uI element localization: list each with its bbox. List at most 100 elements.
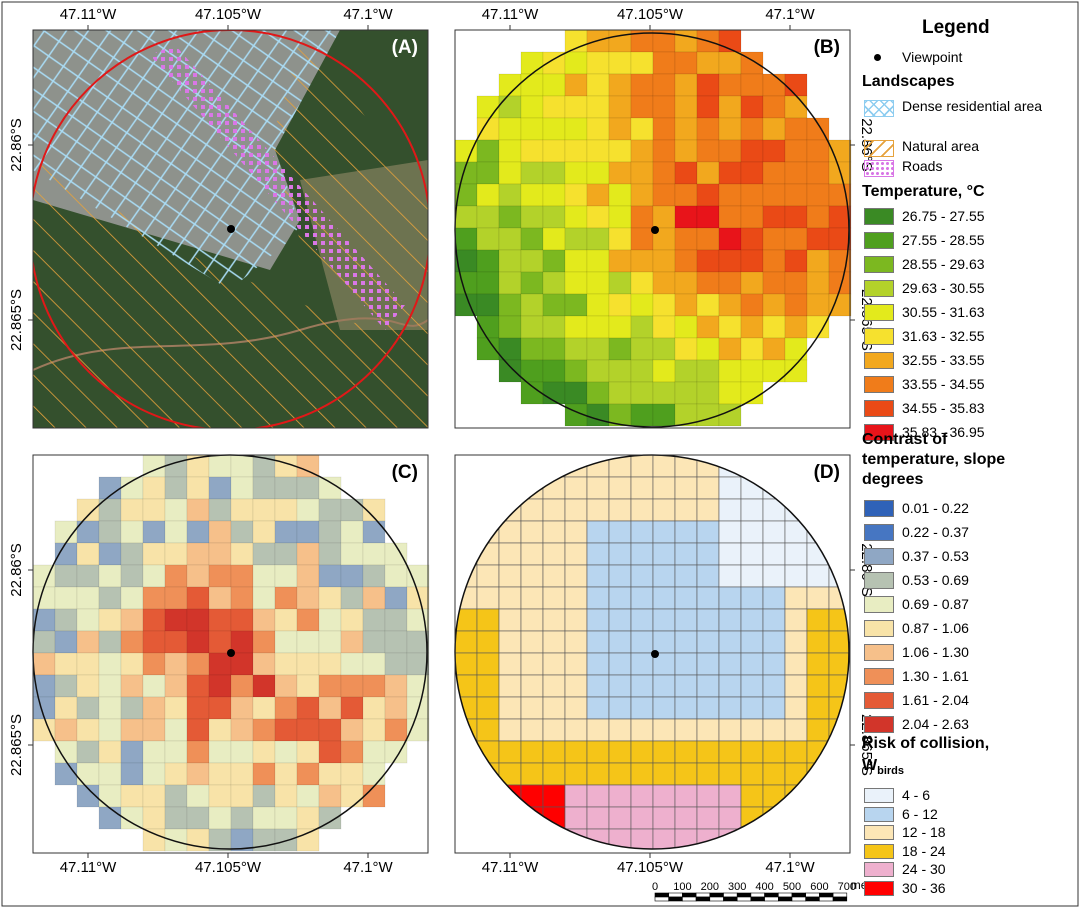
legend-label: 12 - 18 <box>902 824 946 841</box>
grid-cell <box>785 807 807 829</box>
grid-cell <box>785 477 807 499</box>
grid-cell <box>99 697 121 719</box>
grid-cell <box>785 565 807 587</box>
grid-cell <box>143 499 165 521</box>
scale-segment <box>792 897 806 901</box>
legend-label: 1.61 - 2.04 <box>902 692 969 709</box>
grid-cell <box>543 162 565 184</box>
grid-cell <box>631 565 653 587</box>
grid-cell <box>741 272 763 294</box>
grid-cell <box>807 653 829 675</box>
grid-cell <box>143 653 165 675</box>
grid-cell <box>385 631 407 653</box>
grid-cell <box>785 96 807 118</box>
grid-cell <box>55 741 77 763</box>
grid-cell <box>653 74 675 96</box>
grid-cell <box>785 521 807 543</box>
grid-cell <box>99 521 121 543</box>
grid-cell <box>565 631 587 653</box>
grid-cell <box>363 719 385 741</box>
grid-cell <box>565 360 587 382</box>
grid-cell <box>275 499 297 521</box>
viewpoint <box>651 650 659 658</box>
legend-label: Natural area <box>902 138 1074 155</box>
grid-cell <box>653 272 675 294</box>
grid-cell <box>785 162 807 184</box>
grid-cell <box>609 140 631 162</box>
grid-cell <box>99 763 121 785</box>
grid-cell <box>631 206 653 228</box>
scale-segment <box>737 893 751 897</box>
grid-cell <box>697 52 719 74</box>
grid-cell <box>741 250 763 272</box>
grid-cell <box>763 228 785 250</box>
grid-cell <box>99 543 121 565</box>
grid-cell <box>675 521 697 543</box>
grid-cell <box>143 829 165 851</box>
grid-cell <box>275 631 297 653</box>
scale-label: 0 <box>652 881 658 893</box>
grid-cell <box>209 785 231 807</box>
grid-cell <box>719 118 741 140</box>
grid-cell <box>763 455 785 477</box>
grid-cell <box>341 587 363 609</box>
grid-cell <box>253 697 275 719</box>
panel-label: (A) <box>392 37 418 58</box>
grid-cell <box>675 477 697 499</box>
grid-cell <box>187 697 209 719</box>
grid-cell <box>363 697 385 719</box>
grid-cell <box>99 719 121 741</box>
grid-cell <box>543 763 565 785</box>
grid-cell <box>363 565 385 587</box>
grid-cell <box>363 609 385 631</box>
grid-cell <box>719 316 741 338</box>
grid-cell <box>785 741 807 763</box>
grid-cell <box>55 631 77 653</box>
grid-cell <box>341 719 363 741</box>
grid-cell <box>55 609 77 631</box>
grid-cell <box>697 184 719 206</box>
grid-cell <box>275 565 297 587</box>
grid-cell <box>499 250 521 272</box>
grid-cell <box>275 829 297 851</box>
grid-cell <box>341 785 363 807</box>
grid-cell <box>231 763 253 785</box>
grid-cell <box>499 96 521 118</box>
grid-cell <box>653 697 675 719</box>
grid-cell <box>807 675 829 697</box>
grid-cell <box>697 316 719 338</box>
grid-cell <box>99 565 121 587</box>
grid-cell <box>653 382 675 404</box>
grid-cell <box>253 565 275 587</box>
grid-cell <box>543 631 565 653</box>
grid-cell <box>675 653 697 675</box>
grid-cell <box>477 228 499 250</box>
grid-cell <box>543 785 565 807</box>
grid-cell <box>231 609 253 631</box>
grid-cell <box>587 382 609 404</box>
grid-cell <box>697 829 719 851</box>
grid-cell <box>521 587 543 609</box>
grid-cell <box>807 140 829 162</box>
grid-cell <box>543 653 565 675</box>
scale-segment <box>669 897 683 901</box>
grid-cell <box>565 477 587 499</box>
grid-cell <box>565 74 587 96</box>
scale-segment <box>778 897 792 901</box>
grid-cell <box>631 807 653 829</box>
grid-cell <box>565 565 587 587</box>
grid-cell <box>741 719 763 741</box>
grid-cell <box>121 543 143 565</box>
contrast-swatch <box>864 692 894 709</box>
grid-cell <box>741 697 763 719</box>
grid-cell <box>33 653 55 675</box>
grid-cell <box>99 807 121 829</box>
scale-segment <box>751 897 765 901</box>
grid-cell <box>253 477 275 499</box>
grid-cell <box>675 316 697 338</box>
grid-cell <box>565 697 587 719</box>
grid-cell <box>209 719 231 741</box>
grid-cell <box>587 184 609 206</box>
landscape-swatch <box>864 140 894 157</box>
grid-cell <box>609 719 631 741</box>
